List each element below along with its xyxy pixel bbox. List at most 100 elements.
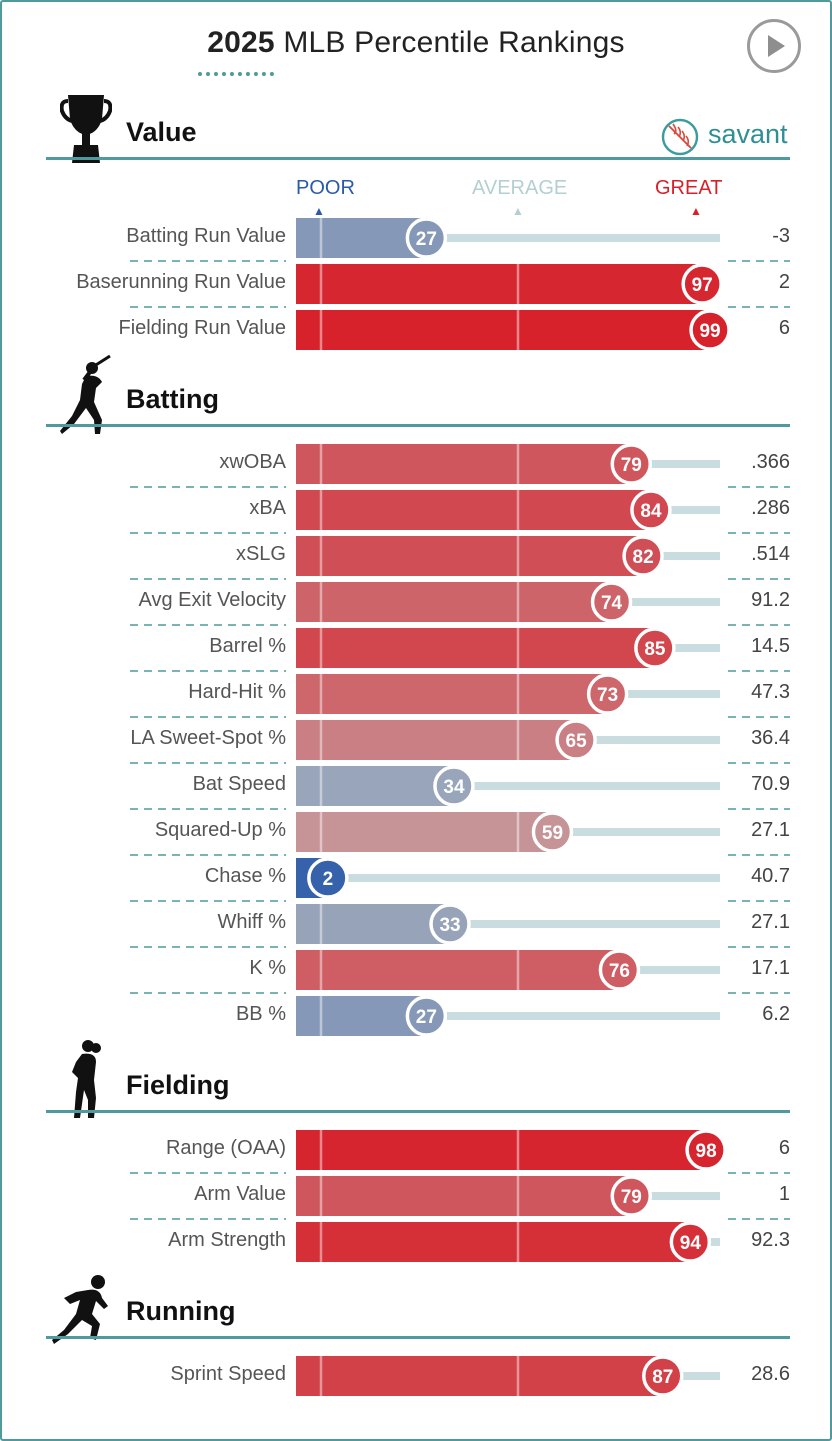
metric-value: 6 xyxy=(778,1137,790,1159)
percentile-label: 94 xyxy=(680,1233,702,1254)
metric-value: 28.6 xyxy=(751,1363,790,1385)
percentile-marker[interactable] xyxy=(685,1129,727,1171)
average-marker-icon: ▲ xyxy=(512,204,524,218)
percentile-bar xyxy=(296,1176,632,1216)
scale-label-average: AVERAGE xyxy=(472,177,568,199)
poor-marker-icon: ▲ xyxy=(313,204,325,218)
metric-label: Batting Run Value xyxy=(126,225,286,247)
percentile-label: 84 xyxy=(640,501,662,522)
page-title: 2025 MLB Percentile Rankings xyxy=(0,26,832,60)
metric-label: LA Sweet-Spot % xyxy=(130,727,286,749)
metric-label: Bat Speed xyxy=(192,773,286,795)
percentile-marker[interactable] xyxy=(610,443,653,485)
percentile-marker[interactable] xyxy=(610,1175,653,1217)
percentile-marker[interactable] xyxy=(433,765,475,807)
metric-label: Hard-Hit % xyxy=(188,681,286,703)
section-title-fielding: Fielding xyxy=(126,1070,230,1100)
percentile-marker[interactable] xyxy=(634,627,676,669)
metric-label: Arm Value xyxy=(194,1183,286,1205)
percentile-label: 87 xyxy=(652,1367,673,1388)
percentile-marker[interactable] xyxy=(689,309,731,351)
percentile-bar xyxy=(296,996,427,1036)
metric-label: xwOBA xyxy=(219,451,286,473)
percentile-track xyxy=(296,782,720,790)
play-button-icon xyxy=(768,35,785,57)
percentile-marker[interactable] xyxy=(429,903,471,945)
percentile-label: 65 xyxy=(566,731,588,752)
percentile-label: 2 xyxy=(323,869,334,890)
percentile-marker[interactable] xyxy=(307,857,349,899)
metric-value: .514 xyxy=(751,543,790,565)
play-button[interactable] xyxy=(747,19,801,73)
metric-label: Barrel % xyxy=(209,635,286,657)
percentile-label: 34 xyxy=(443,777,465,798)
percentile-label: 82 xyxy=(633,547,654,568)
percentile-marker[interactable] xyxy=(622,535,664,577)
percentile-bar xyxy=(296,444,632,484)
percentile-marker[interactable] xyxy=(590,581,633,623)
metric-value: 17.1 xyxy=(751,957,790,979)
metric-label: Baserunning Run Value xyxy=(76,271,286,293)
metric-label: Avg Exit Velocity xyxy=(138,589,286,611)
percentile-bar xyxy=(296,582,612,622)
metric-value: 6 xyxy=(778,317,790,339)
percentile-label: 76 xyxy=(609,961,630,982)
percentile-label: 99 xyxy=(699,321,720,342)
percentile-bar xyxy=(296,812,553,852)
section-divider-fielding xyxy=(46,1110,790,1113)
section-title-batting: Batting xyxy=(126,384,219,414)
metric-label: BB % xyxy=(235,1003,286,1025)
metric-value: 70.9 xyxy=(751,773,790,795)
title-text: MLB Percentile Rankings xyxy=(274,26,625,59)
percentile-marker[interactable] xyxy=(669,1221,712,1263)
metric-value: 6.2 xyxy=(762,1003,790,1025)
metric-value: .366 xyxy=(751,451,790,473)
percentile-marker[interactable] xyxy=(630,489,672,531)
percentile-marker[interactable] xyxy=(642,1355,684,1397)
savant-logo[interactable]: savant xyxy=(660,117,788,157)
metric-label: Whiff % xyxy=(217,911,286,933)
baseball-icon xyxy=(661,118,699,156)
metric-label: Fielding Run Value xyxy=(118,317,286,339)
batter-icon xyxy=(60,354,111,434)
percentile-bar xyxy=(296,264,703,304)
scale-label-great: GREAT xyxy=(655,177,723,199)
percentile-label: 27 xyxy=(416,1007,437,1028)
metric-value: 47.3 xyxy=(751,681,790,703)
runner-icon xyxy=(52,1275,108,1344)
percentile-bar xyxy=(296,766,454,806)
percentile-marker[interactable] xyxy=(405,217,448,259)
metric-label: xSLG xyxy=(235,543,286,565)
percentile-marker[interactable] xyxy=(555,719,597,761)
metric-value: -3 xyxy=(772,225,790,247)
percentile-bar xyxy=(296,720,577,760)
percentile-marker[interactable] xyxy=(598,949,641,991)
percentile-marker[interactable] xyxy=(681,263,723,305)
percentile-label: 79 xyxy=(621,1187,642,1208)
percentile-marker[interactable] xyxy=(531,811,574,853)
percentile-bar xyxy=(296,904,451,944)
percentile-bar xyxy=(296,1356,663,1396)
metric-value: 27.1 xyxy=(751,819,790,841)
percentile-label: 98 xyxy=(696,1141,717,1162)
percentile-track xyxy=(296,920,720,928)
percentile-label: 85 xyxy=(644,639,666,660)
metric-label: Sprint Speed xyxy=(170,1363,286,1385)
metric-value: 1 xyxy=(778,1183,790,1205)
percentile-marker[interactable] xyxy=(586,673,629,715)
percentile-label: 59 xyxy=(542,823,563,844)
metric-value: 14.5 xyxy=(751,635,790,657)
percentile-label: 33 xyxy=(439,915,460,936)
title-underline xyxy=(198,72,274,76)
percentile-track xyxy=(296,1012,720,1020)
percentile-marker[interactable] xyxy=(405,995,448,1037)
metric-value: 2 xyxy=(778,271,790,293)
percentile-bar xyxy=(296,1222,691,1262)
percentile-bar xyxy=(296,628,655,668)
metric-value: 91.2 xyxy=(751,589,790,611)
section-title-value: Value xyxy=(126,117,197,147)
title-year: 2025 xyxy=(207,26,275,59)
scale-label-poor: POOR xyxy=(296,177,355,199)
